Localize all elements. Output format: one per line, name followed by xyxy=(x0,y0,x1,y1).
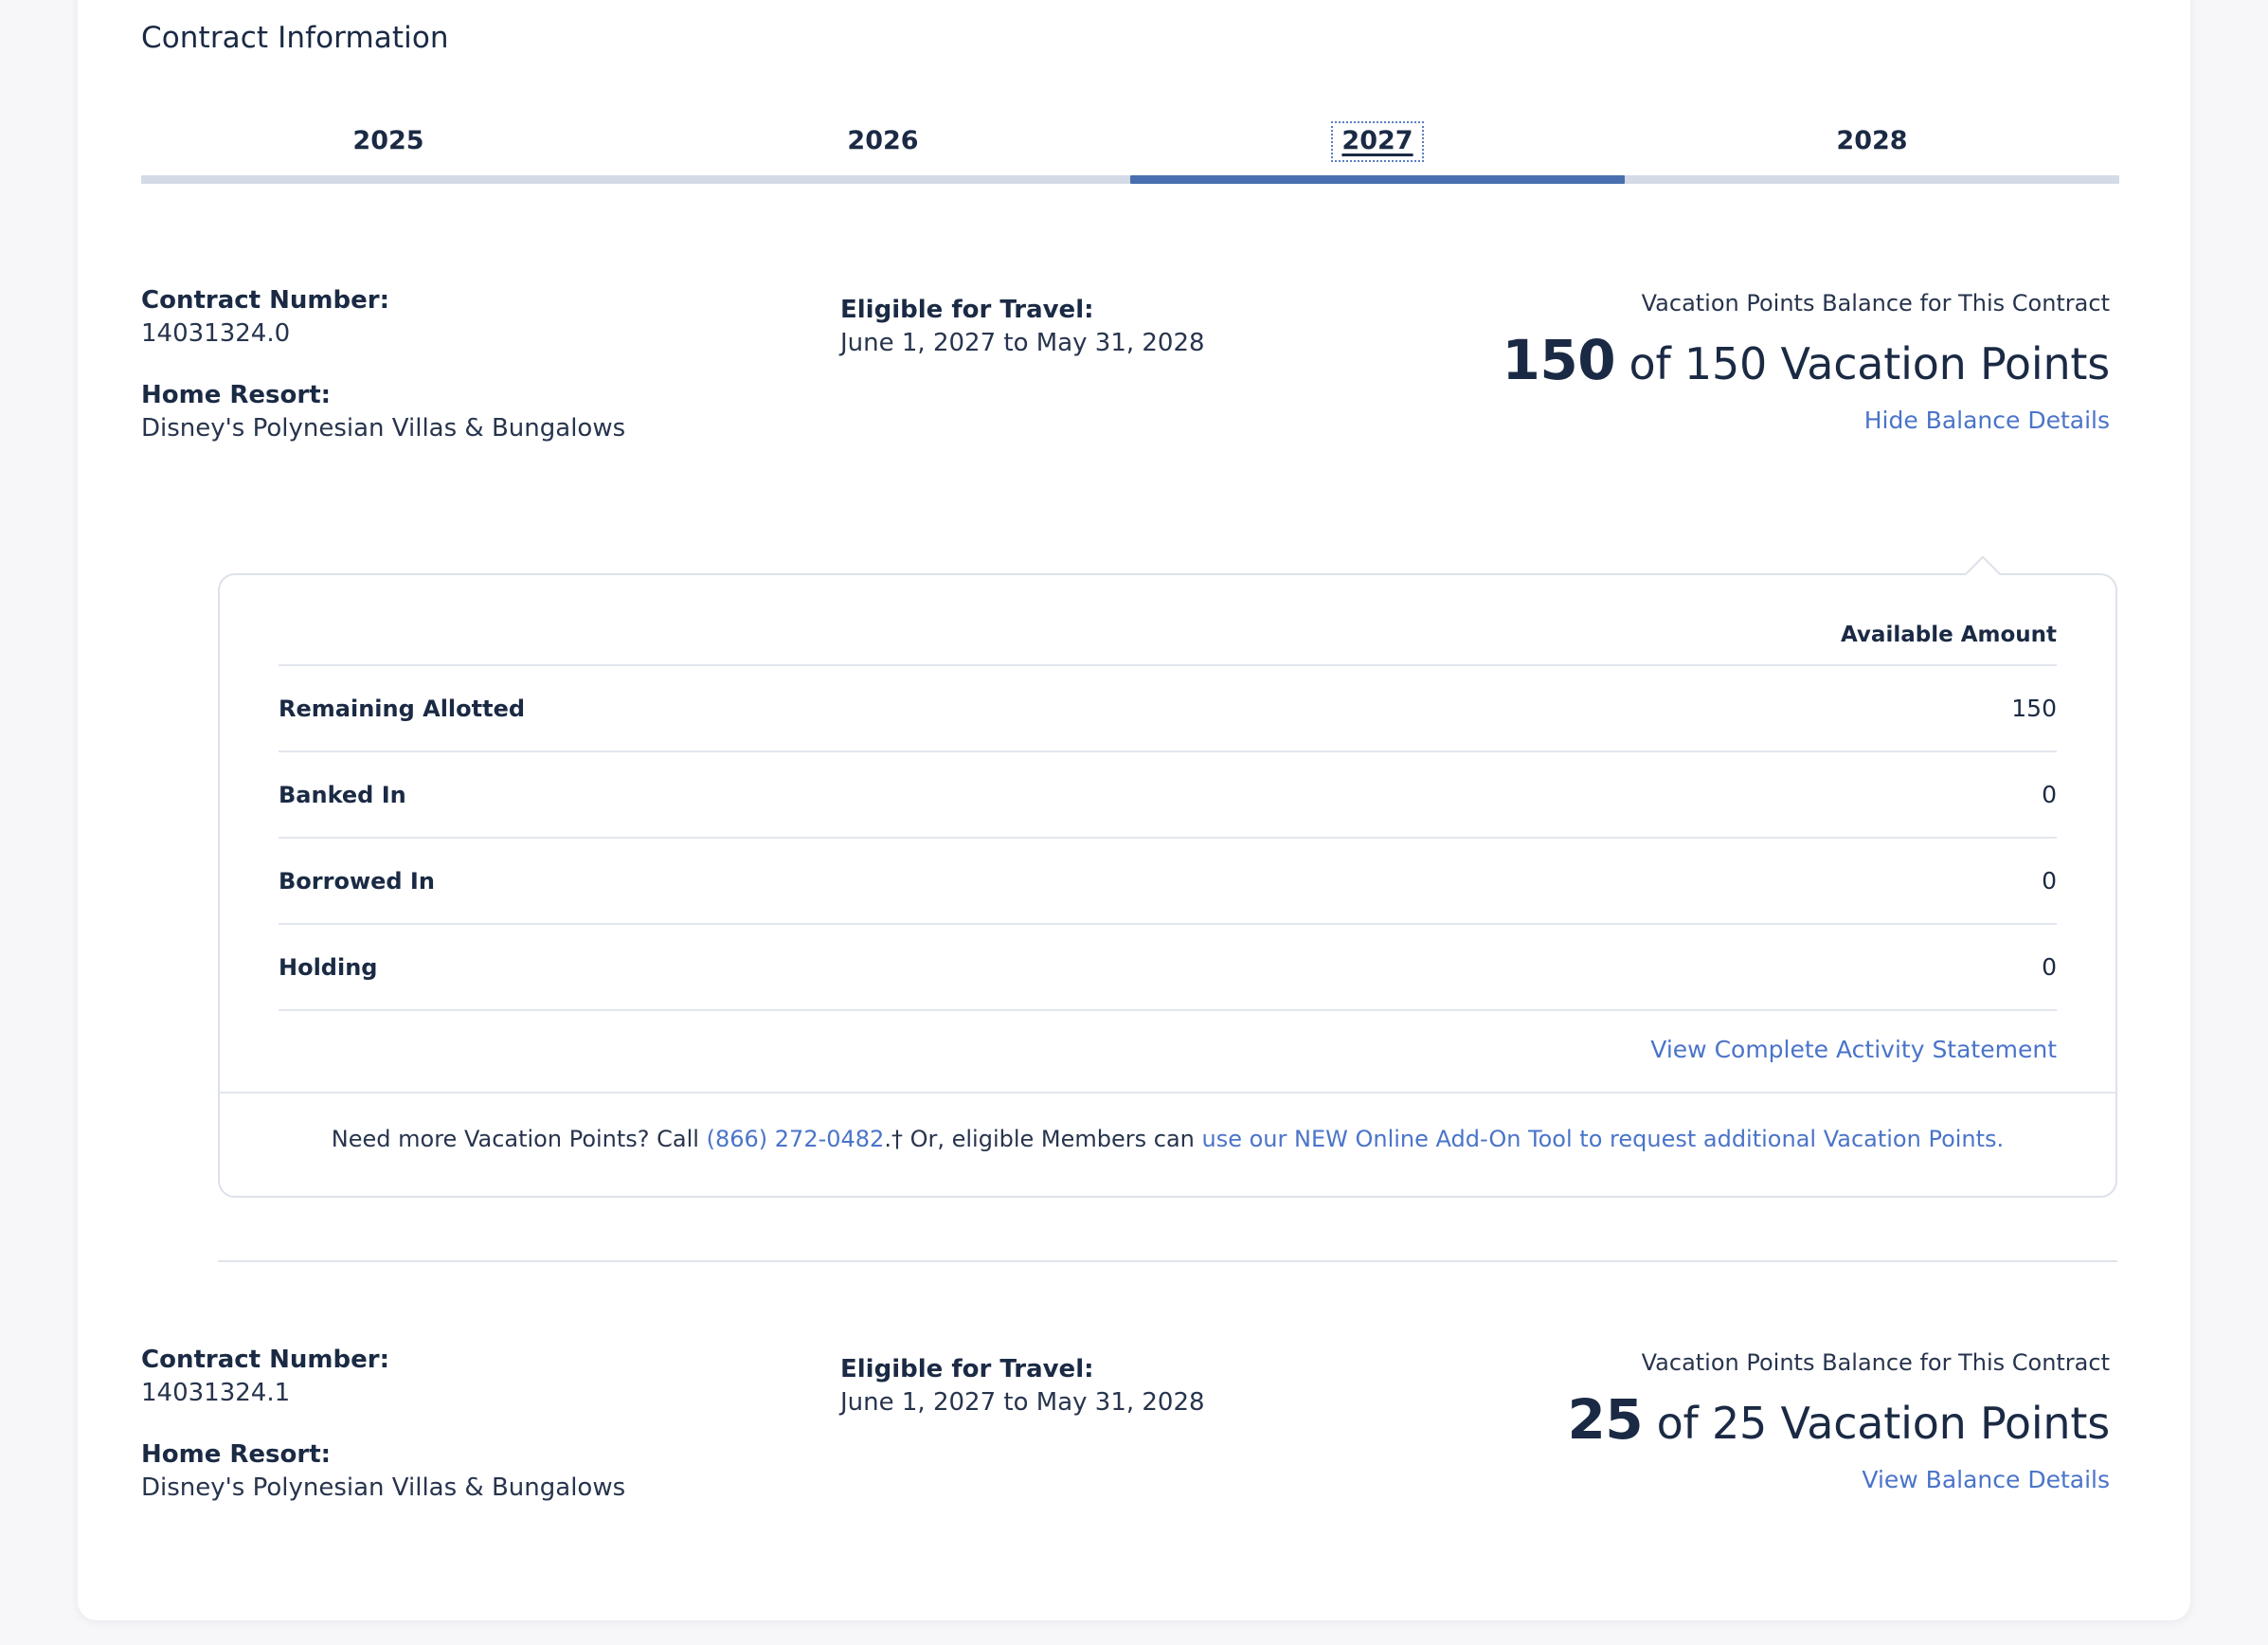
row-label-borrowed-in: Borrowed In xyxy=(279,867,435,895)
balance-total-points: of 150 Vacation Points xyxy=(1615,338,2111,390)
online-add-on-tool-link[interactable]: use our NEW Online Add-On Tool to reques… xyxy=(1201,1126,2005,1152)
contract-number-label: Contract Number: xyxy=(141,286,389,315)
spacer xyxy=(141,1410,804,1438)
balance-current-points: 150 xyxy=(1502,328,1616,393)
tab-year-2027[interactable]: 2027 xyxy=(1130,114,1625,169)
balance-caption: Vacation Points Balance for This Contrac… xyxy=(1641,1349,2110,1376)
tab-year-2026-label: 2026 xyxy=(847,125,919,155)
balance-details-panel: Available Amount Remaining Allotted 150 … xyxy=(218,573,2117,1198)
tab-year-2028[interactable]: 2028 xyxy=(1625,114,2119,169)
spacer xyxy=(141,351,804,379)
eligible-for-travel-label: Eligible for Travel: xyxy=(840,296,1094,324)
contract-number-label: Contract Number: xyxy=(141,1346,389,1374)
row-label-remaining-allotted: Remaining Allotted xyxy=(279,695,526,722)
contract-identity-column: Contract Number: 14031324.0 Home Resort:… xyxy=(141,284,804,445)
card-inner: Contract Information 2025 2026 2027 2028 xyxy=(78,0,2190,1620)
contract-divider xyxy=(218,1260,2117,1262)
contract-information-card: Contract Information 2025 2026 2027 2028 xyxy=(78,0,2190,1620)
toggle-balance-details-button[interactable]: View Balance Details xyxy=(1862,1466,2110,1494)
row-label-banked-in: Banked In xyxy=(279,781,406,808)
row-value-remaining-allotted: 150 xyxy=(2011,695,2057,722)
year-tabs-active-indicator xyxy=(1130,175,1625,184)
contract-travel-column: Eligible for Travel: June 1, 2027 to May… xyxy=(840,294,1503,360)
contract-balance-column: Vacation Points Balance for This Contrac… xyxy=(1215,1348,2110,1493)
row-value-banked-in: 0 xyxy=(2042,781,2057,808)
tab-year-2027-label: 2027 xyxy=(1331,120,1424,162)
table-row: Banked In 0 xyxy=(279,751,2057,838)
add-on-footer: Need more Vacation Points? Call (866) 27… xyxy=(220,1092,2115,1196)
table-row: Holding 0 xyxy=(279,924,2057,1009)
table-row: Remaining Allotted 150 xyxy=(279,665,2057,751)
tab-year-2028-label: 2028 xyxy=(1836,125,1908,155)
available-amount-header: Available Amount xyxy=(1840,623,2057,647)
eligible-for-travel-label: Eligible for Travel: xyxy=(840,1355,1094,1383)
eligible-for-travel-value: June 1, 2027 to May 31, 2028 xyxy=(840,1388,1205,1418)
footer-text-before: Need more Vacation Points? Call xyxy=(331,1126,707,1152)
balance-caption: Vacation Points Balance for This Contrac… xyxy=(1641,290,2110,316)
balance-amount: 25 of 25 Vacation Points xyxy=(1215,1391,2110,1449)
balance-amount: 150 of 150 Vacation Points xyxy=(1215,332,2111,390)
year-tabs: 2025 2026 2027 2028 xyxy=(141,114,2119,190)
page-title: Contract Information xyxy=(141,21,449,55)
home-resort-value: Disney's Polynesian Villas & Bungalows xyxy=(141,1473,626,1503)
balance-current-points: 25 xyxy=(1567,1387,1644,1453)
row-label-holding: Holding xyxy=(279,953,378,981)
activity-statement-row: View Complete Activity Statement xyxy=(279,1009,2057,1092)
tab-year-2026[interactable]: 2026 xyxy=(636,114,1130,169)
contract-balance-column: Vacation Points Balance for This Contrac… xyxy=(1215,289,2111,435)
tab-year-2025-label: 2025 xyxy=(352,125,424,155)
view-complete-activity-statement-link[interactable]: View Complete Activity Statement xyxy=(1650,1036,2057,1063)
table-row: Borrowed In 0 xyxy=(279,838,2057,924)
toggle-balance-details-button[interactable]: Hide Balance Details xyxy=(1863,407,2110,435)
home-resort-label: Home Resort: xyxy=(141,381,332,410)
phone-link[interactable]: (866) 272-0482 xyxy=(706,1126,885,1152)
balance-details-table: Remaining Allotted 150 Banked In 0 Borro… xyxy=(279,664,2057,1009)
eligible-for-travel-value: June 1, 2027 to May 31, 2028 xyxy=(840,329,1205,358)
home-resort-value: Disney's Polynesian Villas & Bungalows xyxy=(141,414,626,443)
balance-details-body: Available Amount Remaining Allotted 150 … xyxy=(220,575,2115,1092)
contract-number-value: 14031324.1 xyxy=(141,1379,291,1408)
balance-total-points: of 25 Vacation Points xyxy=(1643,1398,2111,1450)
contract-travel-column: Eligible for Travel: June 1, 2027 to May… xyxy=(840,1353,1503,1419)
home-resort-label: Home Resort: xyxy=(141,1440,332,1470)
footer-text-mid: .† Or, eligible Members can xyxy=(884,1126,1202,1152)
callout-arrow xyxy=(1963,556,2001,575)
contract-identity-column: Contract Number: 14031324.1 Home Resort:… xyxy=(141,1344,804,1505)
row-value-borrowed-in: 0 xyxy=(2042,867,2057,895)
row-value-holding: 0 xyxy=(2042,953,2057,981)
contract-number-value: 14031324.0 xyxy=(141,319,291,349)
tab-year-2025[interactable]: 2025 xyxy=(141,114,636,169)
